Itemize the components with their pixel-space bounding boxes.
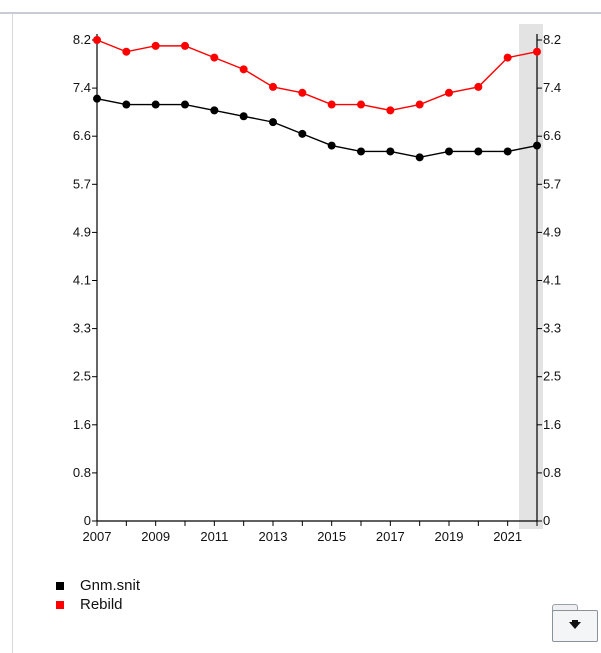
legend-swatch-rebild — [56, 600, 64, 609]
series-layer — [93, 36, 541, 162]
panel-left-border — [12, 14, 13, 653]
y-tick-label-right: 6.6 — [543, 128, 561, 143]
y-tick-label-left: 0 — [84, 513, 91, 528]
series-point-gnm-snit — [93, 94, 101, 103]
y-tick-label-right: 3.3 — [543, 321, 561, 336]
series-point-gnm-snit — [445, 147, 453, 156]
series-line-gnm-snit — [96, 97, 538, 159]
x-tick-label: 2009 — [141, 529, 170, 544]
y-tick-label-right: 7.4 — [543, 80, 561, 95]
series-point-rebild — [181, 41, 189, 50]
series-point-gnm-snit — [181, 100, 189, 109]
series-point-rebild — [327, 100, 336, 109]
series-point-rebild — [122, 47, 131, 56]
series-point-rebild — [93, 36, 101, 44]
x-axis: 2007 2009 2011 2013 2015 2017 2019 2021 — [83, 521, 538, 544]
series-point-rebild — [533, 47, 541, 56]
y-tick-label-left: 4.9 — [73, 224, 91, 239]
series-line-rebild — [96, 39, 538, 112]
series-point-rebild — [415, 100, 424, 109]
panel-top-border — [0, 0, 601, 14]
series-point-rebild — [239, 65, 248, 74]
series-point-gnm-snit — [474, 147, 483, 156]
series-point-gnm-snit — [122, 100, 131, 109]
x-tick-label: 2007 — [83, 529, 112, 544]
download-arrow-icon — [569, 620, 581, 629]
chart-axes — [96, 34, 538, 522]
export-button[interactable] — [552, 604, 598, 642]
series-point-gnm-snit — [151, 100, 160, 109]
y-tick-label-left: 1.6 — [73, 417, 91, 432]
y-tick-label-right: 0 — [543, 513, 550, 528]
legend-label-gnm-snit: Gnm.snit — [80, 577, 141, 594]
series-point-gnm-snit — [239, 112, 248, 121]
y-tick-label-left: 3.3 — [73, 321, 91, 336]
series-point-gnm-snit — [269, 118, 277, 127]
series-point-rebild — [298, 88, 307, 97]
y-tick-label-right: 8.2 — [543, 32, 561, 47]
legend-label-rebild: Rebild — [80, 596, 123, 613]
series-point-rebild — [503, 53, 512, 62]
x-tick-label: 2021 — [493, 529, 522, 544]
x-tick-label: 2013 — [259, 529, 288, 544]
y-tick-label-right: 1.6 — [543, 417, 561, 432]
y-tick-label-right: 4.9 — [543, 224, 561, 239]
series-point-gnm-snit — [357, 147, 365, 156]
y-tick-label-left: 4.1 — [73, 273, 91, 288]
y-tick-label-right: 0.8 — [543, 465, 561, 480]
y-tick-label-left: 8.2 — [73, 32, 91, 47]
series-point-rebild — [445, 88, 453, 97]
y-axis-left: 0 0.8 1.6 2.5 3.3 4.1 4.9 5.7 6.6 7.4 8.2 — [73, 32, 97, 528]
x-tick-label: 2015 — [317, 529, 346, 544]
series-point-gnm-snit — [415, 153, 424, 162]
series-point-rebild — [151, 41, 160, 50]
legend-item-rebild[interactable]: Rebild — [56, 595, 140, 614]
x-tick-label: 2011 — [200, 529, 228, 544]
x-tick-label: 2019 — [435, 529, 464, 544]
series-point-gnm-snit — [533, 141, 541, 150]
series-point-gnm-snit — [503, 147, 512, 156]
series-point-rebild — [269, 82, 277, 91]
series-point-rebild — [357, 100, 365, 109]
y-tick-label-left: 6.6 — [73, 128, 91, 143]
series-point-gnm-snit — [298, 129, 307, 138]
series-point-rebild — [386, 106, 395, 115]
y-tick-label-left: 0.8 — [73, 465, 91, 480]
series-point-rebild — [210, 53, 219, 62]
export-button-body — [552, 610, 598, 642]
series-point-gnm-snit — [210, 106, 219, 115]
legend: Gnm.snit Rebild — [56, 576, 140, 614]
y-tick-label-right: 5.7 — [543, 176, 561, 191]
y-tick-label-right: 4.1 — [543, 273, 561, 288]
export-button-tab — [552, 604, 578, 614]
legend-item-gnm-snit[interactable]: Gnm.snit — [56, 576, 140, 595]
x-tick-label: 2017 — [376, 529, 405, 544]
y-tick-label-left: 2.5 — [73, 369, 91, 384]
series-point-gnm-snit — [386, 147, 395, 156]
highlight-band — [519, 24, 543, 529]
series-point-rebild — [474, 82, 483, 91]
legend-swatch-gnm-snit — [56, 581, 64, 590]
y-axis-right: 0 0.8 1.6 2.5 3.3 4.1 4.9 5.7 6.6 7.4 8.2 — [537, 32, 561, 528]
line-chart: 0 0.8 1.6 2.5 3.3 4.1 4.9 5.7 6.6 7.4 8.2 0 0.8 1.6 2… — [73, 24, 561, 544]
y-tick-label-left: 7.4 — [73, 80, 91, 95]
series-point-gnm-snit — [327, 141, 336, 150]
y-tick-label-left: 5.7 — [73, 176, 91, 191]
y-tick-label-right: 2.5 — [543, 369, 561, 384]
